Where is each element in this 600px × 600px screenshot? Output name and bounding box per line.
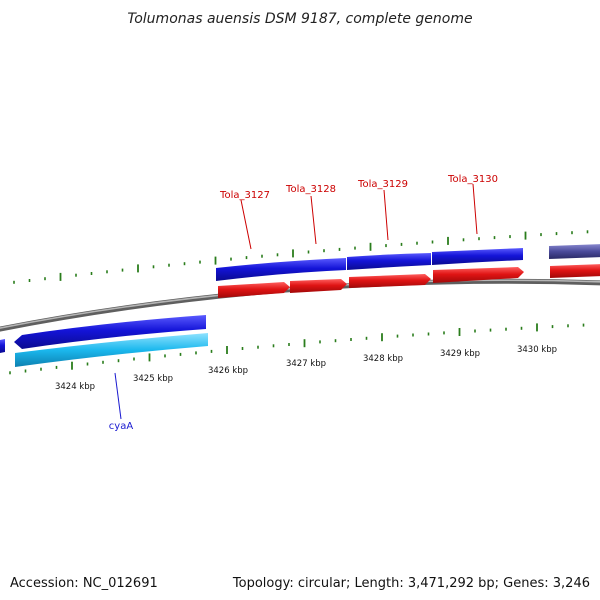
scale-label-3425: 3425 kbp <box>133 374 173 384</box>
lower-tick-track <box>9 323 585 375</box>
cds-blue-lower[interactable] <box>14 315 206 349</box>
cds-tola-3129[interactable] <box>347 253 431 270</box>
scale-label-3429: 3429 kbp <box>440 349 480 359</box>
scale-label-3430: 3430 kbp <box>517 345 557 355</box>
cds-cyaa[interactable] <box>15 333 208 367</box>
svg-text:Tola_3129: Tola_3129 <box>357 179 408 190</box>
gene-label-tola-3127: Tola_3127 <box>219 190 270 250</box>
cds-blue-left-stub[interactable] <box>0 339 5 353</box>
cds-next-purple[interactable] <box>549 244 600 259</box>
gene-label-tola-3128: Tola_3128 <box>285 184 336 245</box>
cds-red-3[interactable] <box>349 274 431 288</box>
svg-text:cyaA: cyaA <box>109 421 134 432</box>
scale-label-3428: 3428 kbp <box>363 354 403 364</box>
scale-label-3427: 3427 kbp <box>286 359 326 369</box>
cds-red-2[interactable] <box>290 279 347 293</box>
cds-tola-3130[interactable] <box>432 248 523 265</box>
svg-text:Tola_3127: Tola_3127 <box>219 190 270 201</box>
upper-tick-track <box>13 230 589 284</box>
cds-red-4[interactable] <box>433 267 524 283</box>
cds-tola-3127-3128[interactable] <box>216 258 346 281</box>
map-title: Tolumonas auensis DSM 9187, complete gen… <box>127 11 472 27</box>
scale-label-3426: 3426 kbp <box>208 366 248 376</box>
svg-text:Tola_3130: Tola_3130 <box>447 174 498 185</box>
gene-label-tola-3129: Tola_3129 <box>357 179 408 241</box>
gene-label-tola-3130: Tola_3130 <box>447 174 498 235</box>
accession-text: Accession: NC_012691 <box>10 576 158 591</box>
cds-red-5[interactable] <box>550 264 600 278</box>
genome-summary-text: Topology: circular; Length: 3,471,292 bp… <box>232 576 590 591</box>
scale-label-3424: 3424 kbp <box>55 382 95 392</box>
gene-label-cyaa: cyaA <box>109 372 134 432</box>
svg-text:Tola_3128: Tola_3128 <box>285 184 336 195</box>
cds-red-1[interactable] <box>218 282 290 298</box>
